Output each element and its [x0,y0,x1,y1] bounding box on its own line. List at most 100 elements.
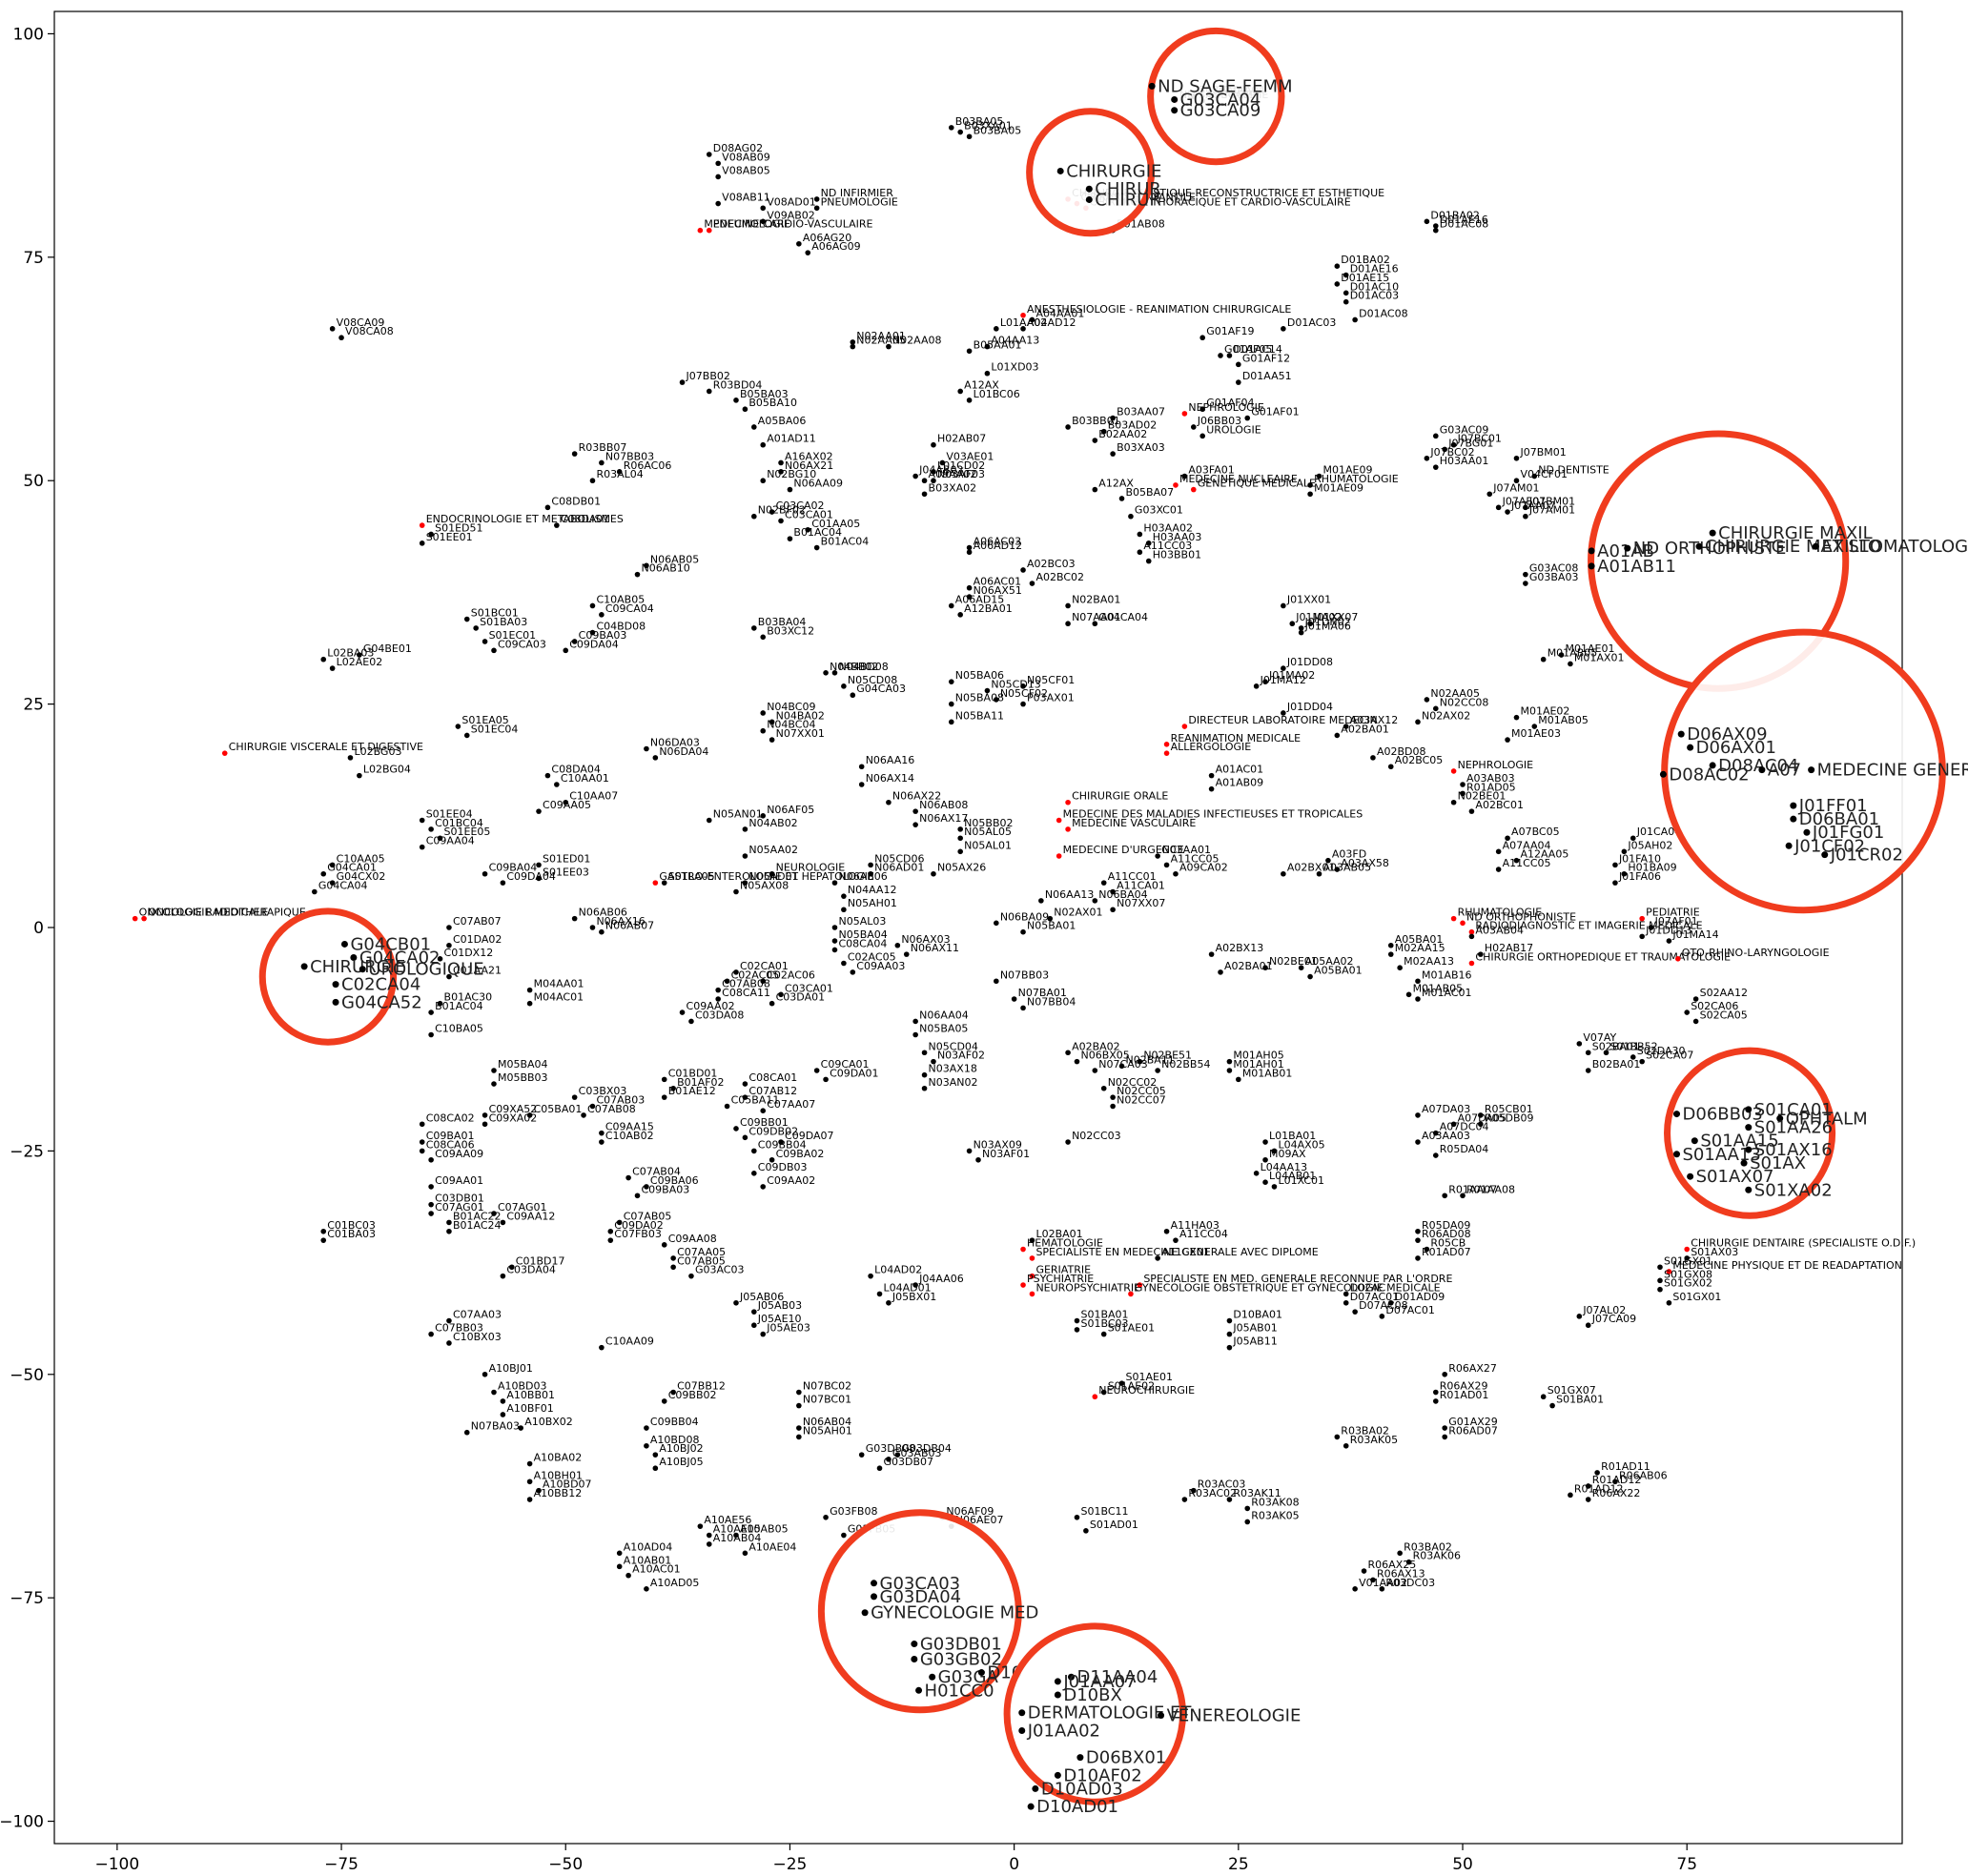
point-label: A10AD05 [650,1577,700,1589]
point-label: ALLERGOLOGIE [1171,741,1252,753]
point-marker [446,942,452,948]
point-label: S01AE02 [1108,1380,1155,1393]
data-point: C09BA01 [419,1130,474,1145]
point-label: A07DA05 [1458,1111,1507,1124]
point-label: C08CA11 [722,987,770,999]
point-label: V04CF01 [1520,468,1568,480]
point-label: GERIATRIE [1035,1264,1091,1276]
point-marker [876,1291,883,1297]
data-point: R05DA04 [1432,1143,1488,1158]
point-marker [1155,853,1160,859]
zoom-point-marker [861,1609,869,1617]
point-marker [1343,1291,1349,1297]
data-point: B01AC04 [813,536,869,551]
point-label: C10AB02 [605,1130,654,1142]
point-label: C03CA02 [776,500,825,512]
point-marker [1450,1121,1457,1128]
point-label: N02CC08 [1440,696,1489,708]
x-tick-label: −100 [95,1855,140,1874]
point-marker [607,1237,614,1243]
point-marker [1253,1171,1260,1176]
point-marker [1684,1009,1691,1015]
point-label: A11CC04 [1179,1228,1228,1240]
point-marker [1056,817,1062,824]
point-label: R06AB06 [1619,1469,1668,1481]
point-label: A03AB05 [1322,862,1371,874]
point-marker [715,996,721,1002]
point-marker [679,1009,686,1015]
point-label: B03BA05 [974,124,1022,136]
data-point: C09AA09 [428,1148,483,1163]
point-label: C03CA01 [785,982,833,994]
data-point: J07AL02 [1576,1304,1626,1319]
data-point: N02CC03 [1065,1130,1121,1145]
point-marker [482,870,488,877]
data-point: R03BA02 [1397,1540,1452,1557]
point-marker [1630,835,1636,842]
point-marker [357,772,362,779]
point-label: A01AD11 [767,433,816,445]
point-marker [1334,732,1341,739]
data-point: G01AF05 [1218,343,1272,358]
zoom-point-marker [1171,107,1179,114]
point-marker [571,451,578,457]
point-marker [742,1134,748,1141]
data-point: C01AA21 [446,965,502,980]
point-label: N06AB06 [579,907,627,919]
data-point: N02AA01 [850,330,906,345]
point-marker [1505,835,1510,842]
data-point: C02CA01 [733,960,789,975]
point-label: G01AF05 [1224,343,1272,356]
point-label: V03AE01 [946,450,994,462]
point-label: B03BA05 [955,115,1004,128]
data-point: V08AD01 [760,195,816,212]
data-point: J01FA06 [1612,870,1661,886]
point-marker [1128,513,1134,520]
point-label: C09AA04 [426,835,475,847]
point-label: A09CA02 [1179,862,1228,874]
point-label: A03FA01 [1188,464,1234,477]
point-label: N05CD06 [874,852,924,865]
point-marker [1612,1478,1618,1485]
data-point: S01AE02 [1100,1380,1155,1396]
point-marker [1173,870,1179,877]
point-marker [796,1389,802,1396]
point-marker [1226,1331,1233,1337]
point-label: S01BC03 [1080,1317,1128,1330]
point-marker [625,1174,631,1181]
data-point: L02BA01 [1029,1228,1083,1243]
point-marker [526,1000,533,1007]
zoom-point-marker [871,1580,878,1587]
data-point: A10AB01 [616,1554,671,1570]
x-tick-label: −25 [772,1855,807,1874]
data-point: R06AC06 [616,459,671,475]
point-label: CHIRURGIE ORTHOPEDIQUE ET TRAUMATOLOGIE [1475,951,1731,964]
point-label: MEDECINE DES MALADIES INFECTIEUSES ET TR… [1063,807,1363,820]
point-label: A02BC05 [1395,754,1444,766]
point-marker [1020,928,1026,935]
data-point: N06AA13 [1038,888,1094,904]
point-marker [931,441,936,448]
point-label: C02AC05 [731,969,780,981]
data-point: C08CA06 [419,1138,475,1154]
point-label: B01AC24 [453,1219,502,1232]
point-label: L01AA02 [1000,316,1047,329]
data-point: G01AF04 [1199,397,1255,413]
point-label: J01MA02 [1295,611,1342,623]
point-marker [491,1211,497,1216]
data-point: A11CA01 [1110,879,1165,895]
point-label: A10BB01 [506,1389,555,1401]
data-point: C01DA02 [446,933,502,948]
point-label: J01XX07 [1313,611,1358,623]
data-point: R01AD05 [1460,781,1516,797]
data-point: GYNECOLOGIE OBSTETRIQUE ET GYNECOLOGIE M… [1128,1281,1441,1297]
data-point: N06AB06 [831,870,888,886]
point-label: S01EE04 [426,807,473,820]
point-label: M01AB05 [1548,647,1598,660]
point-marker [760,1184,767,1190]
point-marker [1460,920,1466,927]
data-point: SPECIALISTE EN MED. GENERALE RECONNUE PA… [1137,1273,1452,1288]
point-marker [1325,857,1331,864]
data-point: M01AX01 [1568,651,1624,667]
data-point: J07BG01 [1442,437,1493,453]
